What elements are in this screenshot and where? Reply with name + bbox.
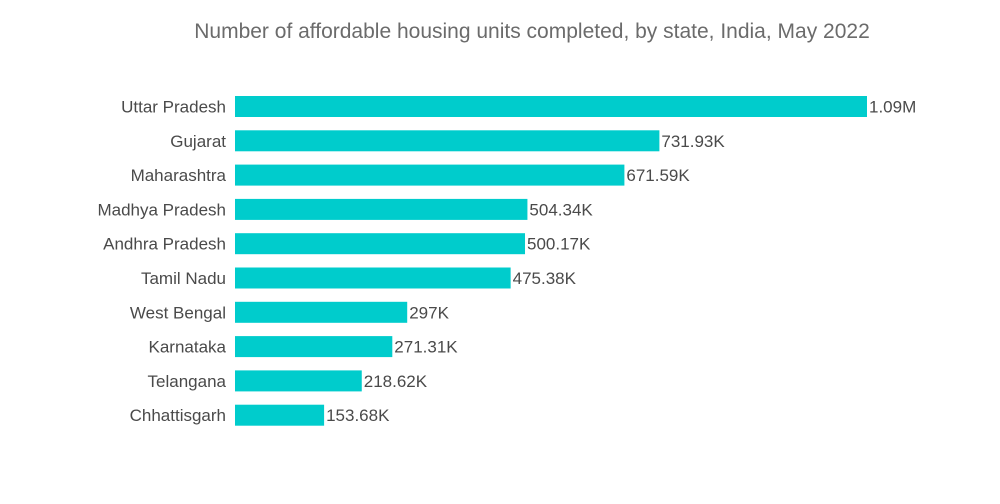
bar — [235, 336, 393, 358]
data-label: 297K — [409, 303, 449, 322]
data-label: 671.59K — [626, 166, 690, 185]
category-label: Telangana — [148, 372, 227, 391]
bar — [235, 96, 867, 117]
bar — [235, 233, 526, 255]
category-label: Maharashtra — [131, 166, 227, 185]
data-label: 1.09M — [869, 98, 916, 117]
data-label: 218.62K — [364, 372, 428, 391]
data-label: 500.17K — [527, 235, 591, 254]
bar — [235, 130, 660, 152]
bar — [235, 404, 325, 426]
data-label: 475.38K — [513, 269, 577, 288]
category-label: Tamil Nadu — [141, 269, 226, 288]
bar — [235, 267, 511, 289]
category-label: West Bengal — [130, 303, 226, 322]
data-label: 504.34K — [529, 200, 593, 219]
data-label: 153.68K — [326, 406, 390, 425]
bar — [235, 198, 528, 220]
category-label: Karnataka — [149, 338, 227, 357]
bar — [235, 370, 362, 392]
category-label: Andhra Pradesh — [103, 235, 226, 254]
chart-title: Number of affordable housing units compl… — [194, 20, 870, 43]
bar — [235, 164, 625, 186]
bar — [235, 301, 408, 323]
category-label: Madhya Pradesh — [97, 200, 226, 219]
category-label: Gujarat — [170, 132, 226, 151]
category-label: Uttar Pradesh — [121, 98, 226, 117]
category-label: Chhattisgarh — [130, 406, 226, 425]
data-label: 271.31K — [394, 338, 458, 357]
data-label: 731.93K — [661, 132, 725, 151]
bars-group: Uttar Pradesh 1.09M Gujarat 731.93K Maharash… — [97, 96, 916, 426]
